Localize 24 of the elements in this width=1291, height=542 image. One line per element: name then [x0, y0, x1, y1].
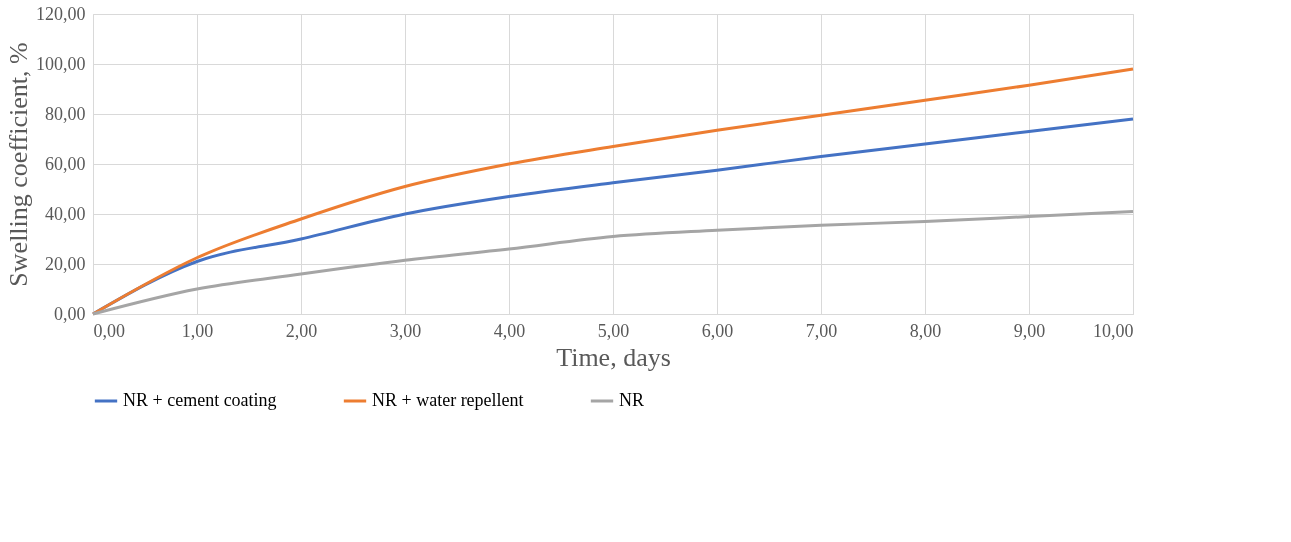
x-tick-label: 1,00: [181, 320, 214, 341]
y-tick-label: 0,00: [54, 303, 86, 324]
x-tick-label: 4,00: [493, 320, 526, 341]
legend-label: NR + cement coating: [123, 390, 277, 410]
legend-label: NR: [619, 390, 645, 410]
y-tick-label: 80,00: [45, 103, 86, 124]
x-tick-label: 7,00: [805, 320, 838, 341]
x-tick-label: 0,00: [93, 320, 125, 341]
y-tick-label: 60,00: [45, 153, 86, 174]
x-tick-label: 8,00: [909, 320, 942, 341]
x-axis-title: Time, days: [556, 342, 671, 372]
x-tick-label: 2,00: [285, 320, 318, 341]
x-tick-label: 9,00: [1013, 320, 1046, 341]
y-tick-label: 120,00: [36, 3, 86, 24]
x-tick-label: 6,00: [701, 320, 734, 341]
x-tick-label: 3,00: [389, 320, 422, 341]
x-tick-label: 5,00: [597, 320, 630, 341]
x-tick-label: 10,00: [1093, 320, 1134, 341]
y-tick-label: 40,00: [45, 203, 86, 224]
line-series: [91, 210, 1135, 316]
legend-label: NR + water repellent: [372, 390, 524, 410]
y-tick-label: 100,00: [36, 53, 86, 74]
y-axis-title: Swelling coefficient, %: [4, 42, 33, 287]
y-tick-label: 20,00: [45, 253, 86, 274]
